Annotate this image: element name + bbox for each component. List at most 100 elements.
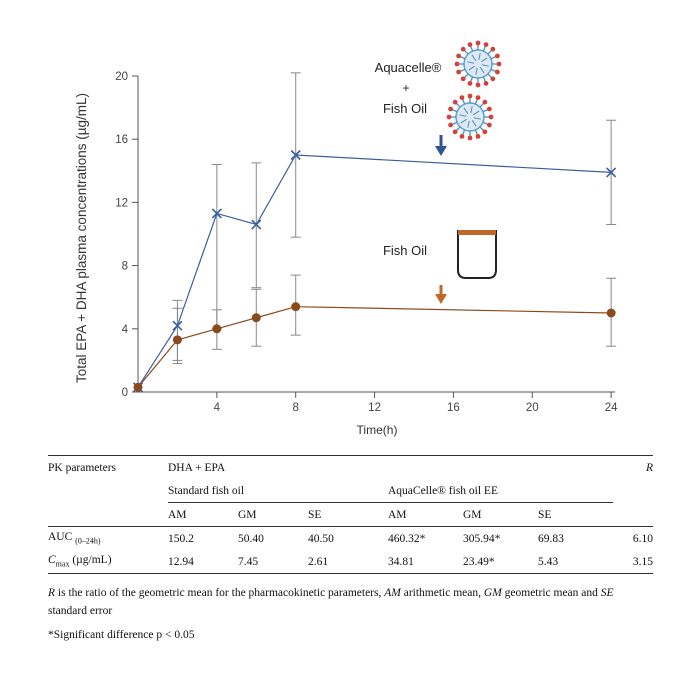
micelle-inner	[471, 120, 477, 127]
micelle-head	[448, 122, 453, 128]
table-cell: 40.50	[308, 532, 334, 545]
micelle-inner	[481, 64, 489, 67]
micelle-head	[452, 129, 458, 135]
y-tick-label: 8	[122, 261, 128, 273]
x-tick-label: 8	[293, 402, 299, 414]
micelle-core	[463, 49, 493, 79]
series-line	[137, 154, 612, 388]
y-tick-label: 0	[122, 387, 128, 399]
data-point	[251, 313, 261, 323]
y-tick-label: 16	[115, 134, 128, 146]
table-cell: 6.10	[632, 532, 653, 545]
col-am: AM	[168, 508, 187, 521]
micelle-head	[482, 129, 488, 135]
col-am: AM	[388, 508, 407, 521]
micelle-head	[459, 95, 465, 100]
data-point	[172, 320, 183, 331]
micelle-head	[482, 99, 488, 105]
micelle-inner	[473, 110, 480, 116]
table-cell: 7.45	[238, 555, 259, 568]
table-row: Cmax (µg/mL) 12.94 7.45 2.61 34.81 23.49…	[48, 550, 653, 574]
table-cell: 2.61	[308, 555, 329, 568]
aquacelle-label: Aquacelle®	[375, 60, 442, 75]
col-gm: GM	[238, 508, 257, 521]
micelle-head	[460, 76, 466, 82]
data-point	[251, 219, 262, 230]
fish-oil-label-top: Fish Oil	[383, 101, 427, 116]
micelle-inner	[467, 61, 475, 64]
micelle-head	[496, 61, 502, 67]
micelle-icon	[446, 93, 494, 141]
y-tick-label: 4	[122, 324, 129, 336]
micelle-inner	[463, 107, 469, 114]
micelle-head	[487, 106, 492, 112]
micelle-inner	[481, 57, 488, 63]
data-point	[172, 335, 182, 345]
footnote-text: geometric mean and	[501, 587, 601, 599]
pk-parameters-header: PK parameters	[48, 461, 117, 474]
micelle-head	[448, 106, 453, 112]
micelle-inner	[471, 54, 477, 61]
footnote-text: arithmetic mean,	[400, 587, 484, 599]
micelle-head	[475, 134, 481, 139]
pk-parameters-table-block: PK parameters DHA + EPA R Standard fish …	[48, 455, 653, 644]
micelle-head	[460, 46, 466, 52]
micelle-head	[490, 46, 496, 52]
col-se: SE	[538, 508, 552, 521]
footnote-se: SE	[600, 587, 614, 599]
micelle-inner	[467, 120, 470, 128]
row-label: C	[48, 554, 56, 567]
standard-fish-oil-header: Standard fish oil	[168, 479, 388, 503]
micelle-inner	[470, 106, 473, 114]
micelle-inner	[478, 53, 481, 61]
error-bars	[172, 72, 617, 365]
micelle-core	[455, 102, 485, 132]
micelle-head	[452, 99, 458, 105]
micelle-head	[488, 114, 494, 120]
footnote-text: is the ratio of the geometric mean for t…	[55, 587, 385, 599]
x-tick-label: 24	[605, 402, 618, 414]
micelle-head	[475, 95, 481, 100]
micelle-inner	[473, 117, 481, 120]
row-label: AUC	[48, 531, 73, 544]
micelle-head	[487, 122, 492, 128]
micelle-head	[483, 81, 489, 86]
table-cell: 34.81	[388, 555, 414, 568]
pk-line-chart: 0 4 8 12 16 20 4 8 12 16 20 24 Total EPA + DHA plas…	[74, 40, 618, 437]
footnote-am: AM	[384, 587, 401, 599]
micelle-head	[456, 53, 461, 59]
r-header: R	[645, 461, 653, 474]
x-tick-label: 20	[526, 402, 539, 414]
footnote-text: standard error	[48, 605, 113, 617]
arrow-down-icon	[435, 135, 447, 156]
micelle-head	[467, 81, 473, 86]
micelle-head	[467, 42, 473, 47]
fish-oil-label-lower: Fish Oil	[383, 243, 427, 258]
micelle-inner	[459, 114, 467, 117]
data-point	[212, 324, 222, 334]
micelle-head	[495, 53, 500, 59]
micelle-head	[459, 134, 465, 139]
micelle-head	[446, 114, 452, 120]
table-cell: 3.15	[632, 555, 653, 568]
row-label-sub: max	[55, 559, 70, 569]
data-point	[606, 167, 617, 178]
micelle-inner	[479, 67, 485, 74]
table-cell: 5.43	[538, 555, 559, 568]
micelle-inner	[460, 118, 467, 124]
data-point	[606, 308, 616, 318]
data-point	[211, 208, 222, 219]
table-cell: 12.94	[168, 555, 194, 568]
pk-parameters-table: PK parameters DHA + EPA R Standard fish …	[48, 455, 653, 574]
micelle-head	[475, 82, 481, 88]
x-tick-label: 12	[368, 402, 381, 414]
micelle-head	[467, 135, 473, 141]
table-cell: 150.2	[168, 532, 194, 545]
table-cell: 23.49*	[463, 555, 495, 568]
footnote-r: R	[48, 587, 56, 599]
aquacelle-fish-oil-header: AquaCelle® fish oil EE	[388, 479, 613, 503]
table-footnote: R is the ratio of the geometric mean for…	[48, 584, 653, 620]
table-cell: 69.83	[538, 532, 564, 545]
chart-axes: 0 4 8 12 16 20 4 8 12 16 20 24	[115, 71, 618, 414]
micelle-inner	[475, 67, 478, 75]
